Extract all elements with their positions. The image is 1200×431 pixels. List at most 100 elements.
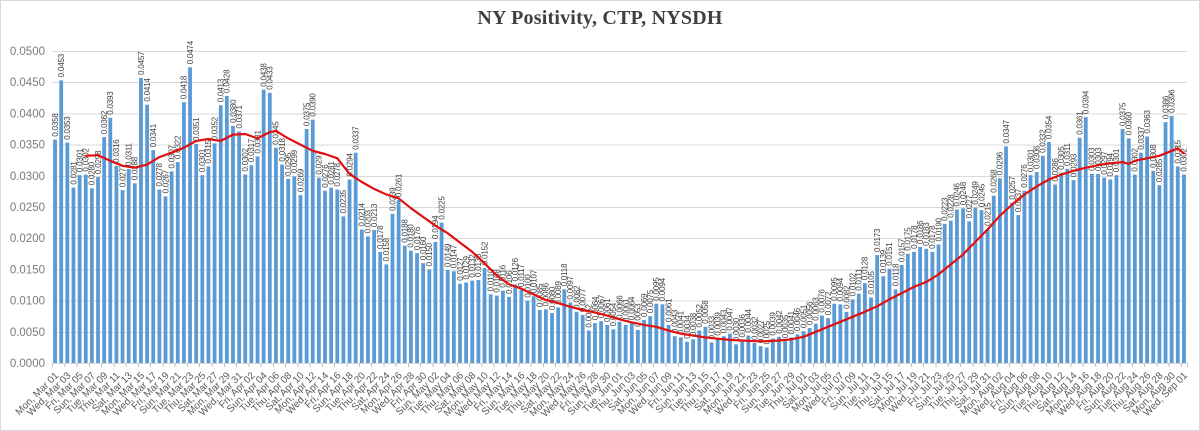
- bar: [973, 207, 978, 363]
- bar: [801, 331, 806, 363]
- bar: [231, 125, 235, 363]
- bar-value-label: 0.0433: [266, 66, 275, 90]
- bar-value-label: 0.0158: [382, 237, 391, 261]
- bar: [905, 253, 910, 363]
- bar: [102, 137, 107, 363]
- bar: [513, 284, 518, 363]
- bar: [71, 187, 76, 363]
- bar-value-label: 0.0117: [517, 264, 526, 287]
- bar: [568, 302, 573, 363]
- bar-value-label: 0.0331: [253, 129, 262, 153]
- bar: [1126, 138, 1131, 363]
- bar-value-label: 0.0100: [523, 274, 532, 298]
- bar: [274, 147, 278, 363]
- bar-value-label: 0.0301: [1026, 148, 1035, 172]
- bar-value-label: 0.0036: [738, 314, 747, 338]
- bar-value-label: 0.0362: [100, 110, 109, 134]
- bar-value-label: 0.0438: [259, 63, 268, 87]
- bar: [1059, 172, 1064, 363]
- bar: [378, 251, 383, 363]
- bar: [1090, 173, 1094, 363]
- bar-value-label: 0.0225: [437, 196, 446, 220]
- bar: [740, 340, 745, 363]
- bar: [697, 330, 702, 363]
- bar: [59, 80, 64, 363]
- bar-value-label: 0.0299: [290, 149, 299, 173]
- bar-value-label: 0.0371: [235, 104, 244, 128]
- y-axis-tick-label: 0.0450: [10, 77, 45, 89]
- bar: [451, 271, 456, 363]
- bar: [1040, 155, 1045, 363]
- bar: [660, 304, 665, 363]
- bar-value-label: 0.0418: [180, 75, 189, 99]
- bar-value-label: 0.0152: [480, 241, 489, 265]
- bar-value-label: 0.0315: [204, 139, 213, 163]
- bar-value-label: 0.0044: [744, 309, 753, 333]
- bar-value-label: 0.0061: [664, 298, 673, 322]
- bar: [1175, 166, 1180, 363]
- bar: [807, 328, 812, 363]
- bar-value-label: 0.0080: [548, 286, 557, 310]
- bar-value-label: 0.0147: [450, 244, 459, 268]
- bar-value-label: 0.0341: [149, 123, 158, 147]
- bar: [218, 105, 223, 364]
- bar: [439, 222, 444, 363]
- bar-value-label: 0.0105: [867, 270, 876, 294]
- bar: [924, 248, 929, 363]
- bar: [396, 200, 401, 363]
- bar-value-label: 0.0033: [707, 315, 716, 339]
- bar-value-label: 0.0118: [560, 263, 569, 286]
- bar: [936, 244, 941, 363]
- bar-value-label: 0.0094: [658, 277, 667, 301]
- bar-value-label: 0.0293: [1069, 153, 1078, 177]
- bar: [464, 282, 469, 363]
- bar: [580, 314, 585, 363]
- y-axis-tick-label: 0.0250: [10, 202, 45, 214]
- bar: [893, 289, 898, 363]
- bar: [820, 315, 824, 363]
- bar: [728, 333, 732, 363]
- bar-value-label: 0.0386: [1161, 95, 1170, 119]
- bar: [838, 304, 843, 363]
- bar: [335, 189, 340, 363]
- bar: [1053, 184, 1057, 363]
- bar: [224, 95, 229, 363]
- bar: [912, 251, 916, 363]
- bar: [948, 220, 953, 363]
- bar: [65, 142, 70, 363]
- bar: [955, 209, 959, 363]
- bar: [157, 189, 162, 363]
- bar-value-label: 0.0064: [628, 296, 637, 320]
- bar-value-label: 0.0354: [1045, 115, 1054, 139]
- bar: [384, 264, 389, 363]
- bar: [1108, 179, 1113, 363]
- bar: [359, 229, 364, 363]
- bar-value-label: 0.0375: [1118, 102, 1127, 126]
- bar-value-label: 0.0133: [474, 253, 483, 277]
- bar: [501, 290, 505, 363]
- bar-value-label: 0.0027: [756, 319, 765, 343]
- bar: [96, 177, 100, 363]
- bar: [1169, 115, 1174, 363]
- bar: [1102, 177, 1107, 363]
- bar: [537, 309, 542, 363]
- bar-value-label: 0.0149: [444, 243, 453, 267]
- bar: [366, 236, 370, 363]
- bar-value-label: 0.0281: [69, 161, 78, 185]
- bar: [476, 280, 481, 363]
- bar-value-label: 0.0396: [1167, 89, 1176, 113]
- bar-value-label: 0.0311: [1063, 143, 1072, 166]
- bar-value-label: 0.0361: [1075, 111, 1084, 135]
- bar-value-label: 0.0280: [88, 161, 97, 185]
- bar: [991, 195, 996, 363]
- bar-value-label: 0.0307: [167, 144, 176, 168]
- bar-value-label: 0.0337: [351, 126, 360, 150]
- bar-value-label: 0.0302: [82, 148, 91, 172]
- bar: [120, 190, 125, 363]
- y-axis-tick-label: 0.0000: [10, 358, 45, 370]
- bar: [1120, 129, 1125, 363]
- bar: [415, 253, 419, 363]
- bar-value-label: 0.0150: [425, 242, 434, 266]
- bar: [1034, 172, 1039, 363]
- y-axis-tick-label: 0.0400: [10, 108, 45, 120]
